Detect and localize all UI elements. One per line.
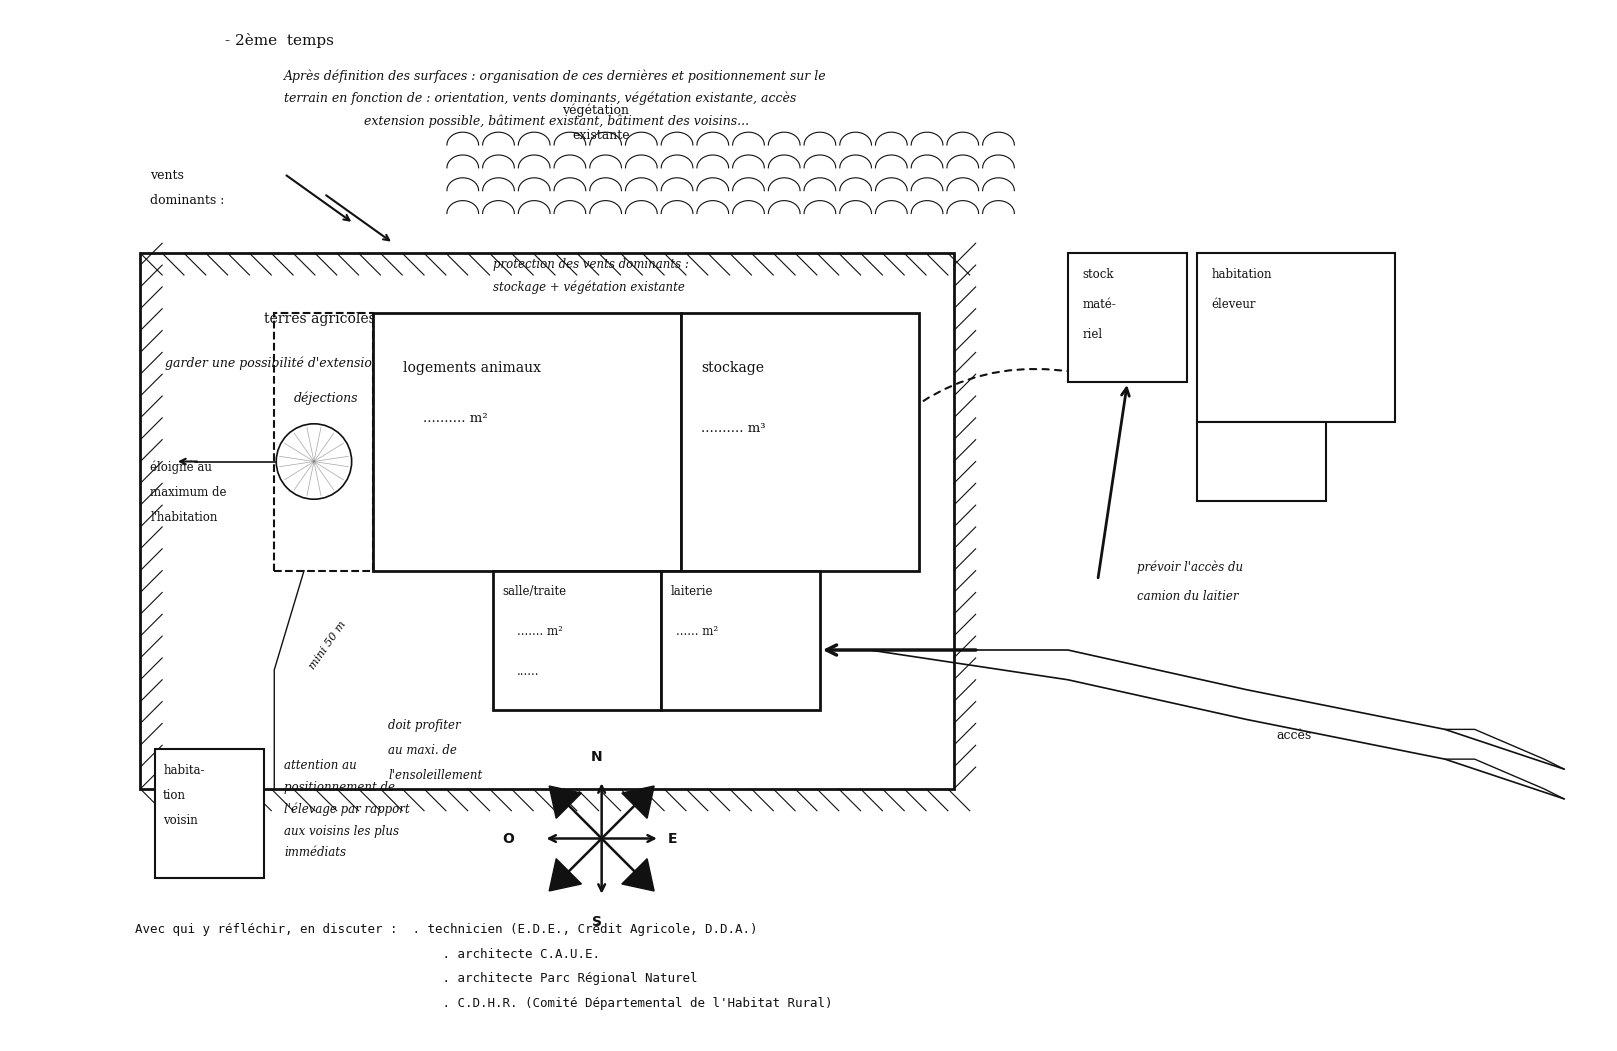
Text: S: S	[592, 914, 602, 928]
Bar	[1197, 253, 1395, 421]
Polygon shape	[550, 786, 582, 819]
Text: laiterie: laiterie	[671, 585, 713, 598]
Text: accès: accès	[1276, 729, 1311, 742]
Text: terrain en fonction de : orientation, vents dominants, végétation existante, acc: terrain en fonction de : orientation, ve…	[285, 91, 797, 105]
Text: existante: existante	[572, 129, 629, 142]
Text: maté-: maté-	[1083, 297, 1117, 311]
Text: maximum de: maximum de	[150, 487, 226, 499]
Text: protection des vents dominants :: protection des vents dominants :	[493, 259, 689, 271]
Text: . C.D.H.R. (Comité Départemental de l'Habitat Rural): . C.D.H.R. (Comité Départemental de l'Ha…	[136, 997, 833, 1010]
Bar	[493, 571, 661, 709]
Bar	[155, 749, 264, 879]
Polygon shape	[550, 859, 582, 891]
Text: riel: riel	[1083, 328, 1103, 341]
Text: tion: tion	[163, 789, 186, 802]
Text: l'ensoleillement: l'ensoleillement	[388, 769, 482, 782]
Bar	[661, 571, 820, 709]
Polygon shape	[623, 786, 655, 819]
Text: .......... m³: .......... m³	[700, 421, 765, 435]
Text: attention au: attention au	[285, 759, 357, 772]
Text: Après définition des surfaces : organisation de ces dernières et positionnement : Après définition des surfaces : organisa…	[285, 69, 826, 83]
Text: habitation: habitation	[1211, 268, 1273, 281]
Bar	[681, 313, 918, 571]
Text: végétation: végétation	[563, 104, 629, 118]
Text: l'habitation: l'habitation	[150, 511, 218, 524]
Bar	[275, 313, 374, 571]
Text: terres agricoles: terres agricoles	[264, 311, 377, 326]
Text: prévoir l'accès du: prévoir l'accès du	[1137, 560, 1243, 574]
Text: stockage + végétation existante: stockage + végétation existante	[493, 281, 684, 294]
Text: doit profiter: doit profiter	[388, 719, 461, 733]
Bar	[1067, 253, 1187, 383]
Text: vents: vents	[150, 169, 184, 182]
Text: au maxi. de: au maxi. de	[388, 744, 458, 757]
Text: camion du laitier: camion du laitier	[1137, 591, 1239, 603]
Text: extension possible, bâtiment existant, bâtiment des voisins...: extension possible, bâtiment existant, b…	[285, 115, 749, 128]
Text: Avec qui y réfléchir, en discuter :  . technicien (E.D.E., Crédit Agricole, D.D.: Avec qui y réfléchir, en discuter : . te…	[136, 923, 758, 935]
Text: . architecte C.A.U.E.: . architecte C.A.U.E.	[136, 948, 600, 961]
Text: déjections: déjections	[294, 391, 359, 405]
Text: salle/traite: salle/traite	[503, 585, 566, 598]
Text: garder une possibilité d'extension: garder une possibilité d'extension	[165, 356, 380, 370]
Text: O: O	[503, 832, 514, 846]
Text: immédiats: immédiats	[285, 846, 346, 860]
Text: habita-: habita-	[163, 764, 205, 777]
Text: positionnement de: positionnement de	[285, 781, 395, 794]
Text: stock: stock	[1083, 268, 1114, 281]
Text: . architecte Parc Régional Naturel: . architecte Parc Régional Naturel	[136, 972, 699, 986]
Text: .......... m²: .......... m²	[424, 412, 488, 425]
Text: ......: ......	[517, 665, 540, 678]
Text: ...... m²: ...... m²	[676, 625, 718, 638]
Text: N: N	[590, 750, 603, 764]
Text: éloigné au: éloigné au	[150, 461, 212, 474]
Bar	[141, 253, 954, 789]
Text: aux voisins les plus: aux voisins les plus	[285, 825, 399, 838]
Text: éleveur: éleveur	[1211, 297, 1256, 311]
Text: l'élevage par rapport: l'élevage par rapport	[285, 802, 409, 816]
Text: voisin: voisin	[163, 813, 197, 827]
Text: logements animaux: logements animaux	[403, 362, 542, 375]
Text: mini 50 m: mini 50 m	[307, 619, 348, 671]
Text: stockage: stockage	[700, 362, 763, 375]
Text: ....... m²: ....... m²	[517, 625, 563, 638]
Bar	[1197, 421, 1326, 501]
Text: dominants :: dominants :	[150, 193, 225, 207]
Bar	[374, 313, 681, 571]
Polygon shape	[623, 859, 655, 891]
Text: E: E	[668, 832, 678, 846]
Text: - 2ème  temps: - 2ème temps	[225, 33, 333, 48]
